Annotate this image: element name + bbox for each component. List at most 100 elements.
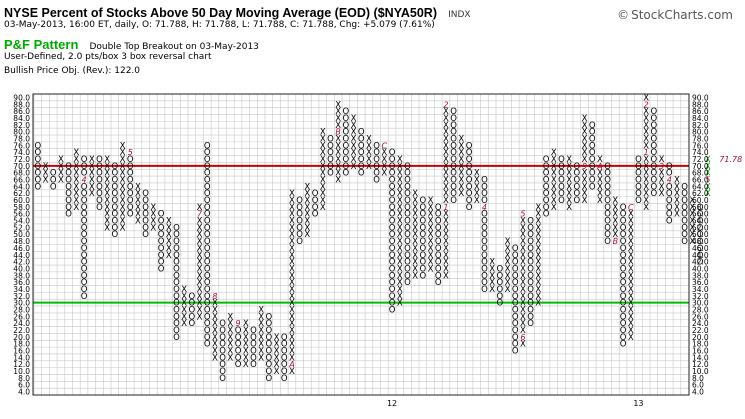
- o-box: O: [373, 155, 380, 165]
- x-box: X: [212, 319, 218, 329]
- o-box: O: [111, 223, 118, 233]
- x-box: X: [73, 176, 79, 186]
- x-box: X: [73, 148, 79, 158]
- o-box: O: [81, 237, 88, 247]
- x-box: X: [689, 230, 695, 240]
- x-box: X: [227, 353, 233, 363]
- quote-line: 03-May-2013, 16:00 ET, daily, O: 71.788,…: [4, 20, 435, 30]
- o-box: O: [573, 162, 580, 172]
- x-box: X: [73, 169, 79, 179]
- y-tick-right: 78.0: [692, 134, 709, 143]
- o-box: O: [697, 237, 704, 247]
- x-box: X: [505, 285, 511, 295]
- x-box: X: [659, 176, 665, 186]
- o-box: O: [589, 169, 596, 179]
- y-tick-right: 38.0: [692, 271, 709, 280]
- o-box: O: [127, 189, 134, 199]
- box-info: User-Defined, 2.0 pts/box 3 box reversal…: [4, 52, 212, 62]
- x-box: X: [428, 258, 434, 268]
- o-box: O: [697, 203, 704, 213]
- o-box: O: [620, 210, 627, 220]
- x-box: X: [458, 169, 464, 179]
- x-box: X: [428, 237, 434, 247]
- o-box: O: [127, 196, 134, 206]
- x-box: X: [197, 237, 203, 247]
- y-tick-right: 58.0: [692, 203, 709, 212]
- x-box: X: [628, 244, 634, 254]
- o-box: O: [512, 299, 519, 309]
- o-box: O: [204, 326, 211, 336]
- y-tick-left: 80.0: [13, 128, 30, 137]
- o-box: O: [527, 319, 534, 329]
- o-box: O: [650, 155, 657, 165]
- o-box: O: [450, 121, 457, 131]
- o-box: O: [219, 360, 226, 370]
- o-box: O: [296, 196, 303, 206]
- o-box: O: [666, 169, 673, 179]
- x-box: X: [643, 93, 649, 103]
- o-box: O: [558, 189, 565, 199]
- x-box: X: [643, 169, 649, 179]
- o-box: O: [589, 141, 596, 151]
- x-box: X: [166, 237, 172, 247]
- o-box: O: [435, 237, 442, 247]
- o-box: O: [512, 278, 519, 288]
- y-tick-right: 26.0: [692, 312, 709, 321]
- x-box: X: [412, 251, 418, 261]
- x-box: X: [458, 182, 464, 192]
- o-box: O: [419, 264, 426, 274]
- o-box: O: [404, 196, 411, 206]
- o-box: O: [358, 162, 365, 172]
- x-box: X: [397, 251, 403, 261]
- o-box: O: [620, 278, 627, 288]
- x-box: X: [212, 312, 218, 322]
- x-box: X: [489, 278, 495, 288]
- reference-lines: [33, 164, 689, 304]
- x-box: X: [689, 223, 695, 233]
- o-box: O: [512, 285, 519, 295]
- o-box: O: [34, 182, 41, 192]
- x-box: X: [335, 176, 341, 186]
- x-box: X: [197, 312, 203, 322]
- o-box: O: [34, 169, 41, 179]
- o-box: O: [65, 203, 72, 213]
- month-marker: 4: [482, 203, 487, 212]
- o-box: O: [620, 299, 627, 309]
- x-box: X: [535, 278, 541, 288]
- x-box: X: [397, 258, 403, 268]
- x-box: X: [597, 169, 603, 179]
- x-box: X: [443, 155, 449, 165]
- o-box: O: [573, 169, 580, 179]
- o-box: O: [389, 217, 396, 227]
- o-box: O: [342, 155, 349, 165]
- o-box: O: [219, 319, 226, 329]
- o-box: O: [389, 299, 396, 309]
- month-marker: A: [596, 162, 602, 171]
- o-box: O: [496, 264, 503, 274]
- o-box: O: [481, 258, 488, 268]
- o-box: O: [173, 264, 180, 274]
- o-box: O: [604, 223, 611, 233]
- stockcharts-brand[interactable]: © StockCharts.com: [617, 8, 733, 22]
- x-box: X: [551, 176, 557, 186]
- o-box: O: [281, 374, 288, 384]
- o-box: O: [681, 223, 688, 233]
- x-box: X: [582, 155, 588, 165]
- o-box: O: [435, 278, 442, 288]
- o-box: O: [635, 169, 642, 179]
- o-box: O: [435, 244, 442, 254]
- o-box: O: [573, 176, 580, 186]
- o-box: O: [589, 155, 596, 165]
- y-tick-right: 88.0: [692, 100, 709, 109]
- o-box: O: [327, 169, 334, 179]
- x-box: X: [120, 210, 126, 220]
- o-box: O: [173, 230, 180, 240]
